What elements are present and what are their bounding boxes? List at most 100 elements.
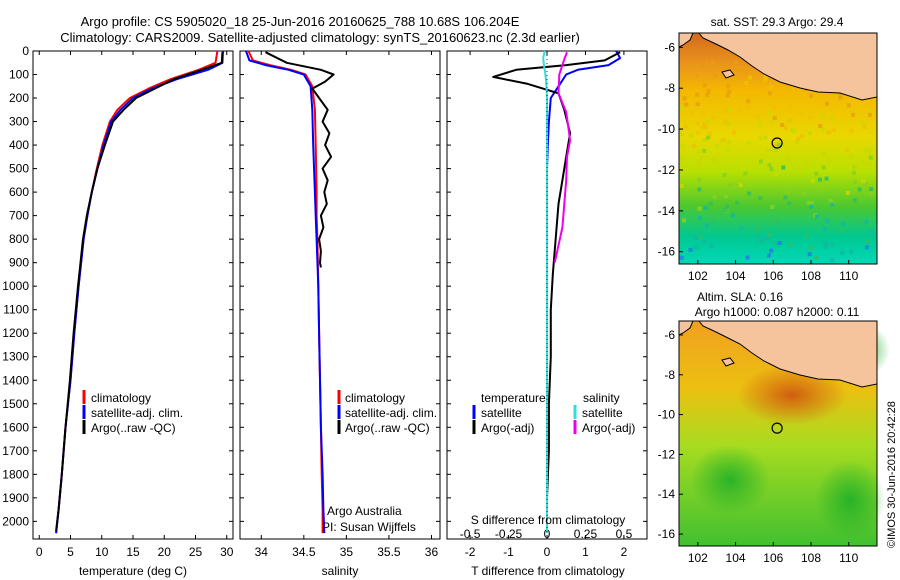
sst-pixel [763, 135, 768, 140]
sst-pixel [702, 122, 706, 127]
difference-t-tick-labels: -2 -1 0 1 2 [447, 50, 647, 559]
depth-tick-label: 1000 [2, 279, 29, 293]
sst-pixel [747, 191, 752, 196]
salinity-legend: climatology satellite-adj. clim. Argo(..… [337, 390, 437, 435]
sst-pixel [702, 239, 707, 244]
sst-pixel [772, 115, 777, 120]
x-tick-label: 34.5 [292, 545, 316, 559]
sst-pixel [694, 64, 699, 69]
x-tick-label: 36 [425, 545, 439, 559]
series-line-satellite-adj-clim- [55, 50, 224, 534]
sst-pixel [818, 177, 822, 182]
legend-header-salinity: salinity [583, 391, 620, 405]
sst-pixel [814, 255, 819, 260]
depth-tick-label: 1900 [2, 491, 29, 505]
difference-legend: temperature satellite Argo(-adj) salinit… [472, 391, 635, 435]
sst-pixel [709, 244, 714, 249]
sst-pixel [825, 101, 829, 106]
sst-pixel [815, 214, 819, 219]
sst-pixel [838, 228, 843, 233]
sst-pixel [845, 190, 850, 195]
sst-pixel [682, 96, 687, 101]
map-longitude-label: 102 [688, 269, 708, 283]
sst-pixel [757, 116, 762, 121]
sst-pixel [805, 233, 810, 238]
sst-pixel [755, 234, 760, 239]
java-land-sla [697, 320, 878, 388]
map-latitude-label: -6 [664, 328, 675, 342]
series-line-salinity-argo-adj- [553, 51, 572, 263]
depth-tick-label: 600 [9, 185, 29, 199]
sst-pixel [861, 120, 866, 125]
sst-pixel [781, 165, 786, 170]
sst-pixel [807, 252, 812, 257]
sst-pixel [787, 201, 792, 206]
sst-pixel [851, 112, 856, 117]
sst-pixel [776, 142, 781, 147]
sst-pixel [841, 221, 846, 226]
sst-pixel [768, 110, 773, 115]
sst-pixel [868, 155, 873, 160]
sst-pixel [755, 228, 760, 233]
legend-label-t-satellite: satellite [481, 406, 522, 420]
sst-pixel [725, 204, 730, 209]
x-tick-label: 0 [544, 545, 551, 559]
sst-pixel [756, 224, 761, 229]
difference-panel: -2 -1 0 1 2 -0.5 -0.25 0 0.25 0.5 S difference f… [446, 50, 648, 578]
sst-pixel [732, 130, 736, 135]
sst-pixel [788, 103, 793, 108]
sst-pixel [852, 170, 856, 175]
sst-pixel [864, 245, 869, 250]
map-latitude-label: -10 [658, 408, 676, 422]
series-line-argo-raw-qc- [55, 52, 224, 531]
x-tick-label: 20 [158, 545, 172, 559]
sst-pixel [698, 234, 703, 239]
x-tick-label: 34 [255, 545, 269, 559]
sst-pixel [863, 162, 868, 167]
sst-pixel [801, 191, 806, 195]
argo-location-marker [771, 422, 783, 434]
sst-pixel [825, 130, 830, 135]
sst-pixel [758, 136, 763, 141]
sst-pixel [806, 200, 811, 205]
temperature-panel: 0100200300400500600700800900100011001200… [2, 44, 233, 578]
x-tick-label: 5 [67, 545, 74, 559]
sst-pixel [702, 148, 707, 153]
depth-tick-label: 1800 [2, 467, 29, 481]
sst-pixel [694, 235, 699, 240]
series-line-argo-raw-qc- [265, 51, 335, 268]
sst-pixel [703, 205, 708, 210]
map-longitude-label: 104 [726, 269, 746, 283]
sst-pixel [832, 128, 836, 133]
legend-label-satellite-adj: satellite-adj. clim. [345, 406, 437, 420]
s-difference-tick-label: 0.5 [616, 527, 633, 541]
sst-pixel [704, 62, 709, 67]
temperature-tick-labels: 0 5 10 15 20 25 30 [33, 50, 234, 559]
x-tick-label: 1 [582, 545, 589, 559]
sst-pixel [705, 119, 710, 124]
argo-program-label: Argo Australia [327, 504, 402, 518]
map-latitude-label: -8 [664, 81, 675, 95]
sst-pixel [788, 242, 793, 247]
legend-label-satellite-adj: satellite-adj. clim. [91, 406, 183, 420]
map-longitude-label: 110 [839, 269, 858, 283]
sst-pixel [774, 143, 779, 148]
sst-pixel [694, 245, 699, 250]
sst-pixel [679, 105, 684, 110]
sst-pixel [867, 112, 872, 117]
sst-pixel [791, 86, 796, 91]
sst-pixel [805, 158, 810, 163]
sst-pixel [726, 108, 731, 113]
sst-pixel [701, 110, 706, 115]
sst-pixel [684, 167, 689, 172]
depth-tick-label: 1300 [2, 350, 29, 364]
s-difference-tick-label: 0 [544, 527, 551, 541]
sst-pixel [680, 143, 685, 148]
sst-pixel [853, 166, 858, 171]
sst-pixel [706, 135, 711, 140]
sst-pixel [738, 183, 743, 188]
sst-pixel [820, 127, 825, 132]
sst-pixel [680, 211, 685, 216]
sst-pixel [857, 187, 862, 192]
figure-title-line1: Argo profile: CS 5905020_18 25-Jun-2016 … [81, 14, 520, 29]
